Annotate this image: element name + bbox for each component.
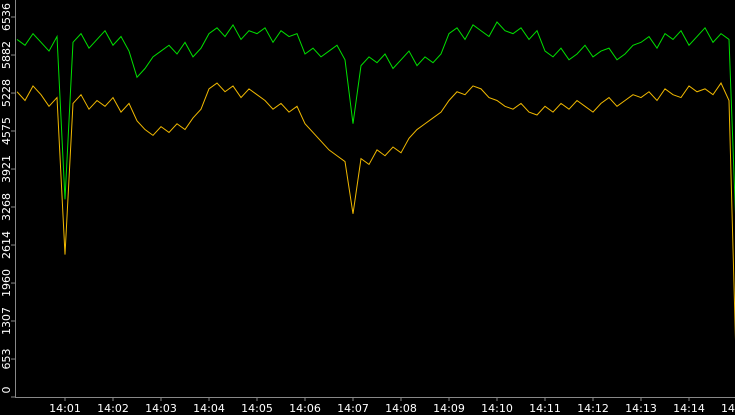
x-tick-label: 14:05 [241,402,273,415]
x-tick-label: 14 [721,402,735,415]
x-tick-label: 14:03 [145,402,177,415]
x-tick-label: 14:04 [193,402,225,415]
x-tick-label: 14:13 [625,402,657,415]
y-tick-label: 5228 [0,79,13,107]
series-line [16,82,735,340]
x-tick-label: 14:08 [385,402,417,415]
x-tick-label: 14:02 [97,402,129,415]
y-tick-label: 3921 [0,155,13,183]
x-tick-label: 14:07 [337,402,369,415]
x-tick-label: 14:10 [481,402,513,415]
series-line [16,21,735,215]
y-tick-label: 5882 [0,41,13,69]
y-tick-label: 2614 [0,231,13,259]
y-tick-label: 6536 [0,3,13,31]
y-tick-label: 1307 [0,307,13,335]
y-tick-label: 3268 [0,193,13,221]
x-tick-label: 14:14 [673,402,705,415]
x-tick-label: 14:01 [49,402,81,415]
y-tick-label: 653 [0,349,13,370]
y-tick-label: 1960 [0,269,13,297]
x-tick-label: 14:09 [433,402,465,415]
x-tick-label: 14:12 [577,402,609,415]
y-tick-label: 4575 [0,117,13,145]
x-tick-label: 14:11 [529,402,561,415]
y-tick-label: 0 [0,387,13,394]
x-tick-label: 14:06 [289,402,321,415]
